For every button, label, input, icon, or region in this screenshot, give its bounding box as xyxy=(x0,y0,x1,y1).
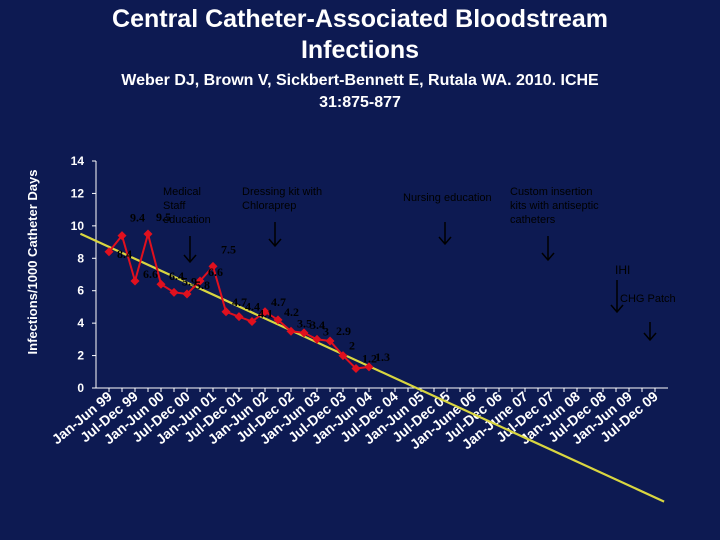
y-tick-label: 2 xyxy=(77,349,84,363)
y-tick-label: 14 xyxy=(71,154,85,168)
annotation-text: Chloraprep xyxy=(242,200,296,212)
data-point xyxy=(260,307,270,317)
data-point xyxy=(156,279,166,289)
annotation-arrow-head xyxy=(541,252,555,262)
data-point xyxy=(208,261,218,271)
data-label: 6.4 xyxy=(169,269,184,283)
data-point xyxy=(130,276,140,286)
annotation-arrow-head xyxy=(610,304,624,314)
data-point xyxy=(182,289,192,299)
annotation-text: Nursing education xyxy=(403,192,492,204)
data-label: 1.2 xyxy=(362,352,377,366)
data-label: 2 xyxy=(349,339,355,353)
citation-line-1: Weber DJ, Brown V, Sickbert-Bennett E, R… xyxy=(121,72,599,89)
annotation-text: Staff xyxy=(163,200,186,212)
data-label: 4.7 xyxy=(232,295,247,309)
data-label: 7.5 xyxy=(221,242,236,256)
y-tick-label: 8 xyxy=(77,251,84,265)
y-tick-label: 10 xyxy=(71,219,85,233)
data-point xyxy=(325,336,335,346)
slide-title-line-1: Central Catheter-Associated Bloodstream xyxy=(112,5,608,33)
annotation-text: Dressing kit with xyxy=(242,186,322,198)
data-point xyxy=(234,312,244,322)
data-label: 6.6 xyxy=(143,267,158,281)
annotation-arrow-head xyxy=(268,238,282,248)
slide-title-line-2: Infections xyxy=(300,36,420,64)
y-axis-title: Infections/1000 Catheter Days xyxy=(25,170,40,355)
annotation-arrow-head xyxy=(183,254,197,264)
y-tick-label: 0 xyxy=(77,381,84,395)
citation: Weber DJ, Brown V, Sickbert-Bennett E, R… xyxy=(0,70,720,114)
annotation-text: CHG Patch xyxy=(620,293,676,305)
y-tick-label: 6 xyxy=(77,284,84,298)
y-tick-label: 12 xyxy=(71,186,85,200)
data-point xyxy=(351,364,361,374)
data-label: 9.4 xyxy=(130,211,145,225)
data-label: 2.9 xyxy=(336,324,351,338)
data-label: 4.2 xyxy=(284,305,299,319)
data-point xyxy=(104,247,114,257)
slide-title: Central Catheter-Associated Bloodstream … xyxy=(0,4,720,66)
data-label: 6.6 xyxy=(208,265,223,279)
annotation-arrow-head xyxy=(643,332,657,342)
annotation-text: IHI xyxy=(615,263,630,277)
data-point xyxy=(195,276,205,286)
annotation-arrow-head xyxy=(438,236,452,246)
data-label: 5.9 xyxy=(182,274,197,288)
data-point xyxy=(117,231,127,241)
annotation-text: education xyxy=(163,214,211,226)
data-label: 4.1 xyxy=(258,307,273,321)
data-label: 5.8 xyxy=(195,278,210,292)
data-point xyxy=(338,351,348,361)
data-point xyxy=(247,317,257,327)
citation-line-2: 31:875-877 xyxy=(319,94,401,111)
data-point xyxy=(273,315,283,325)
annotation-text: Medical xyxy=(163,186,201,198)
data-label: 3 xyxy=(323,324,329,338)
data-point xyxy=(299,328,309,338)
data-label: 9.5 xyxy=(156,210,171,224)
annotation-text: catheters xyxy=(510,214,556,226)
annotation-text: kits with antiseptic xyxy=(510,200,599,212)
data-point xyxy=(169,287,179,297)
data-label: 4.4 xyxy=(245,300,260,314)
annotation-text: Custom insertion xyxy=(510,186,593,198)
data-point xyxy=(221,307,231,317)
data-label: 8.4 xyxy=(117,247,132,261)
data-label: 3.4 xyxy=(310,318,325,332)
data-point xyxy=(286,326,296,336)
data-label: 4.7 xyxy=(271,295,286,309)
data-point xyxy=(143,229,153,239)
data-label: 3.5 xyxy=(297,316,312,330)
data-point xyxy=(364,362,374,372)
y-tick-label: 4 xyxy=(77,316,84,330)
data-point xyxy=(312,334,322,344)
data-label: 1.3 xyxy=(375,350,390,364)
